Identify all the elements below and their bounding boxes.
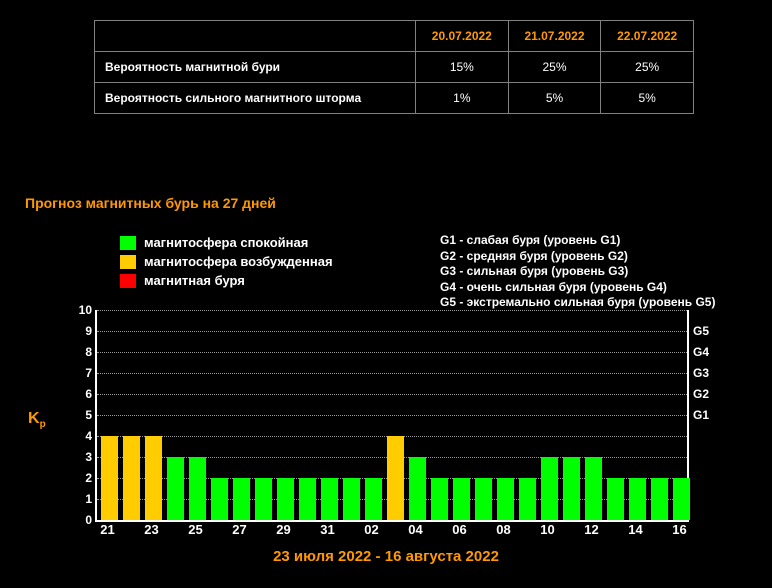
legend-item: магнитная буря — [120, 273, 333, 288]
legend-swatch — [120, 255, 136, 269]
y-tick-label: 9 — [85, 324, 92, 338]
right-g-label: G4 — [693, 345, 709, 359]
legend: магнитосфера спокойная магнитосфера возбу… — [120, 235, 333, 292]
row-label: Вероятность сильного магнитного шторма — [95, 83, 416, 114]
g-level-item: G2 - средняя буря (уровень G2) — [440, 249, 715, 265]
table-row: Вероятность сильного магнитного шторма 1… — [95, 83, 694, 114]
x-tick-label: 04 — [408, 522, 422, 537]
table-date-2: 22.07.2022 — [601, 21, 694, 52]
bar — [101, 436, 118, 520]
cell: 25% — [508, 52, 601, 83]
right-g-label: G5 — [693, 324, 709, 338]
table-row: Вероятность магнитной бури 15% 25% 25% — [95, 52, 694, 83]
x-tick-label: 06 — [452, 522, 466, 537]
bar — [167, 457, 184, 520]
g-level-item: G5 - экстремально сильная буря (уровень … — [440, 295, 715, 311]
bar — [365, 478, 382, 520]
g-level-item: G4 - очень сильная буря (уровень G4) — [440, 280, 715, 296]
bar — [343, 478, 360, 520]
bar — [233, 478, 250, 520]
cell: 5% — [508, 83, 601, 114]
cell: 5% — [601, 83, 694, 114]
bar — [497, 478, 514, 520]
bar — [431, 478, 448, 520]
legend-label: магнитная буря — [144, 273, 245, 288]
table-date-1: 21.07.2022 — [508, 21, 601, 52]
y-tick-label: 8 — [85, 345, 92, 359]
table-date-0: 20.07.2022 — [416, 21, 509, 52]
right-g-label: G3 — [693, 366, 709, 380]
bar — [189, 457, 206, 520]
x-tick-label: 21 — [100, 522, 114, 537]
bar — [585, 457, 602, 520]
grid-line — [97, 352, 687, 353]
y-tick-label: 7 — [85, 366, 92, 380]
right-g-label: G1 — [693, 408, 709, 422]
right-g-label: G2 — [693, 387, 709, 401]
legend-label: магнитосфера спокойная — [144, 235, 308, 250]
x-tick-label: 25 — [188, 522, 202, 537]
bar — [255, 478, 272, 520]
cell: 1% — [416, 83, 509, 114]
bar — [145, 436, 162, 520]
bar — [123, 436, 140, 520]
y-tick-label: 2 — [85, 471, 92, 485]
legend-label: магнитосфера возбужденная — [144, 254, 333, 269]
x-tick-label: 27 — [232, 522, 246, 537]
y-tick-label: 5 — [85, 408, 92, 422]
y-axis-label: Kp — [28, 410, 46, 430]
g-level-item: G1 - слабая буря (уровень G1) — [440, 233, 715, 249]
x-tick-label: 14 — [628, 522, 642, 537]
bar — [519, 478, 536, 520]
bar — [651, 478, 668, 520]
legend-item: магнитосфера возбужденная — [120, 254, 333, 269]
bar — [453, 478, 470, 520]
cell: 25% — [601, 52, 694, 83]
y-tick-label: 4 — [85, 429, 92, 443]
bar — [321, 478, 338, 520]
grid-line — [97, 415, 687, 416]
g-level-item: G3 - сильная буря (уровень G3) — [440, 264, 715, 280]
table-corner — [95, 21, 416, 52]
x-tick-label: 29 — [276, 522, 290, 537]
bar — [629, 478, 646, 520]
bar — [673, 478, 690, 520]
y-tick-label: 10 — [79, 303, 92, 317]
y-tick-label: 3 — [85, 450, 92, 464]
bar — [475, 478, 492, 520]
kp-chart: 012345678910G1G2G3G4G5 — [70, 310, 710, 520]
bar — [299, 478, 316, 520]
grid-line — [97, 373, 687, 374]
y-tick-label: 6 — [85, 387, 92, 401]
x-tick-label: 10 — [540, 522, 554, 537]
bar — [409, 457, 426, 520]
bar — [211, 478, 228, 520]
bar — [387, 436, 404, 520]
grid-line — [97, 331, 687, 332]
x-tick-label: 16 — [672, 522, 686, 537]
bar — [563, 457, 580, 520]
forecast-title: Прогноз магнитных бурь на 27 дней — [25, 195, 276, 211]
grid-line — [97, 310, 687, 311]
x-tick-label: 02 — [364, 522, 378, 537]
row-label: Вероятность магнитной бури — [95, 52, 416, 83]
x-tick-label: 23 — [144, 522, 158, 537]
legend-swatch — [120, 274, 136, 288]
g-levels: G1 - слабая буря (уровень G1)G2 - средня… — [440, 233, 715, 311]
legend-item: магнитосфера спокойная — [120, 235, 333, 250]
x-tick-label: 31 — [320, 522, 334, 537]
bar — [541, 457, 558, 520]
date-range: 23 июля 2022 - 16 августа 2022 — [0, 548, 772, 565]
x-tick-label: 12 — [584, 522, 598, 537]
grid-line — [97, 394, 687, 395]
legend-swatch — [120, 236, 136, 250]
bar — [607, 478, 624, 520]
probability-table: 20.07.2022 21.07.2022 22.07.2022 Вероятн… — [94, 20, 694, 114]
x-tick-label: 08 — [496, 522, 510, 537]
y-tick-label: 1 — [85, 492, 92, 506]
bar — [277, 478, 294, 520]
cell: 15% — [416, 52, 509, 83]
y-tick-label: 0 — [85, 513, 92, 527]
